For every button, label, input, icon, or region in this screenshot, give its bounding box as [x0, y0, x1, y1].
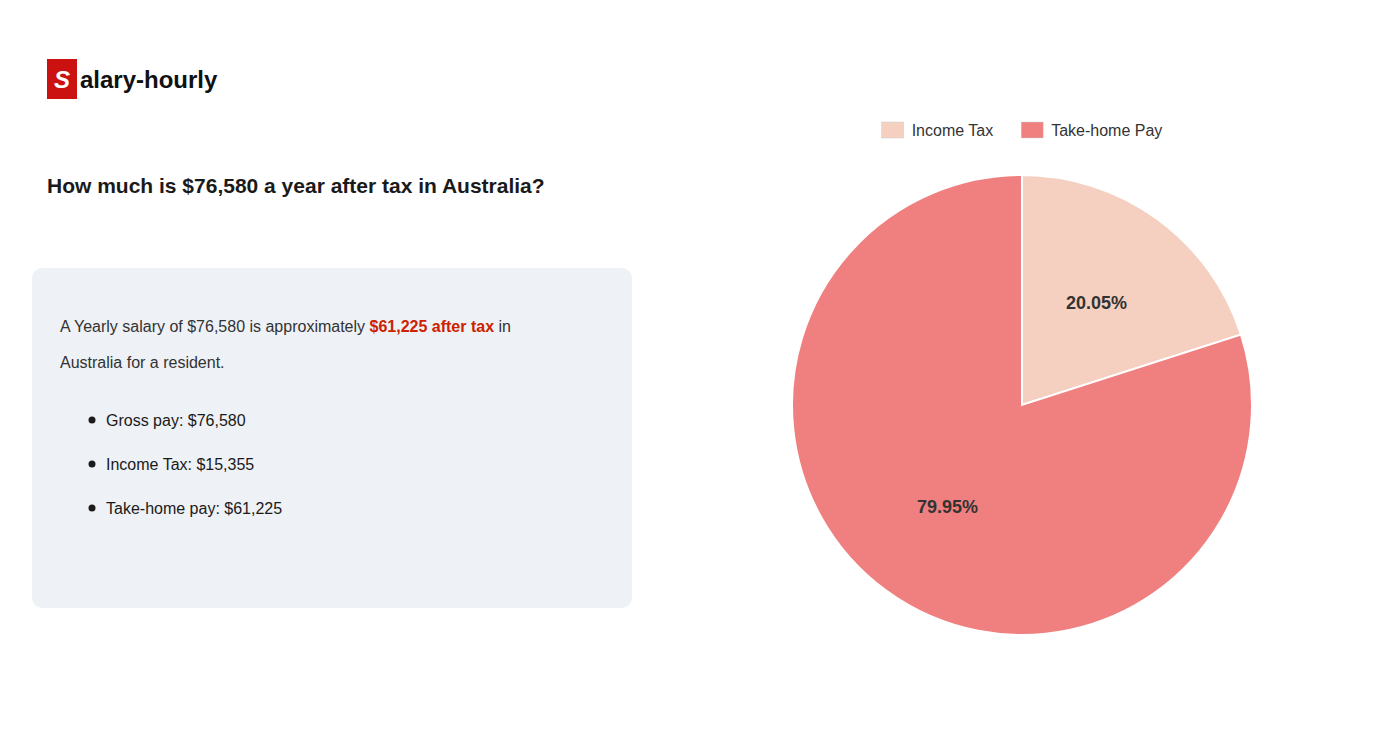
info-line: Australia for a resident.: [60, 354, 225, 371]
info-text: A Yearly salary of $76,580 is approximat…: [60, 318, 370, 335]
legend-entry: Income Tax: [882, 122, 994, 139]
bullet-dot: [89, 461, 96, 468]
bullet-dot: [89, 505, 96, 512]
info-text: in: [494, 318, 511, 335]
logo-text: alary-hourly: [80, 66, 218, 93]
data-label: 20.05%: [1066, 293, 1127, 313]
legend-swatch: [1021, 122, 1043, 138]
text-panel: Salary-hourly How much is $76,580 a year …: [32, 59, 632, 608]
data-labels: 20.05% 79.95%: [917, 293, 1127, 517]
bullet-text: Income Tax: $15,355: [106, 456, 254, 473]
bullet-dot: [89, 417, 96, 424]
legend-entry: Take-home Pay: [1021, 122, 1162, 139]
info-text: $61,225 after tax: [370, 318, 495, 335]
logo-box: [47, 59, 77, 99]
legend: Income Tax Take-home Pay: [882, 122, 1163, 139]
title: How much is $76,580 a year after tax in …: [47, 174, 545, 197]
logo-letter: S: [54, 66, 70, 93]
data-label: 79.95%: [917, 497, 978, 517]
bullet-text: Gross pay: $76,580: [106, 412, 246, 429]
info-box: [32, 268, 632, 608]
chart: Salary-hourly How much is $76,580 a year …: [0, 0, 1400, 750]
legend-label: Take-home Pay: [1051, 122, 1162, 139]
info-line: A Yearly salary of $76,580 is approximat…: [60, 318, 511, 335]
legend-label: Income Tax: [912, 122, 994, 139]
pie: [792, 175, 1252, 635]
pie-slice: [792, 175, 1252, 635]
legend-swatch: [882, 122, 904, 138]
bullet-text: Take-home pay: $61,225: [106, 500, 282, 517]
